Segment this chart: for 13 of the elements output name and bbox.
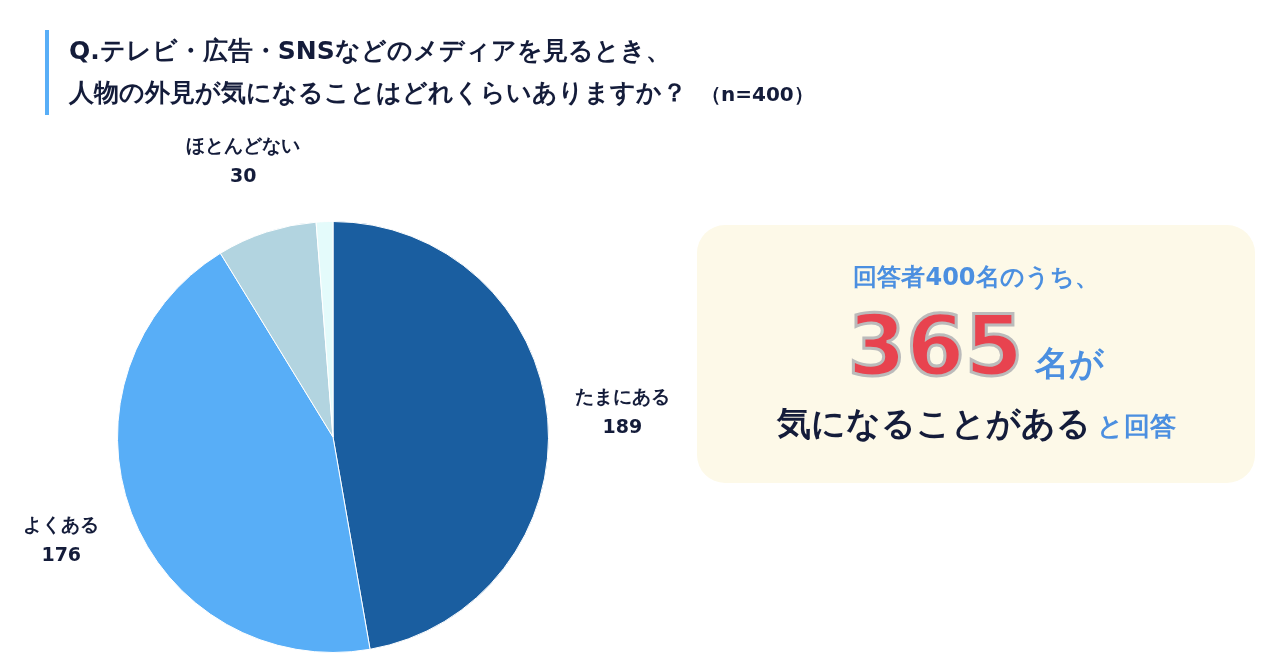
text: 名が bbox=[1035, 343, 1105, 383]
chart-title: Q.テレビ・広告・SNSなどのメディアを見るとき、人物の外見が気になることはどれくらいありますか？ bbox=[69, 36, 687, 107]
text: （n=400） bbox=[701, 82, 814, 106]
slice-label: たまにある bbox=[574, 384, 670, 407]
slice-label: ほとんどない bbox=[186, 133, 301, 156]
slice-label: よくある bbox=[23, 512, 100, 535]
text: 気になることがある bbox=[776, 403, 1091, 443]
data-label: 176 bbox=[41, 542, 82, 565]
text: 回答者400名のうち、 bbox=[853, 263, 1099, 291]
text: 365 bbox=[847, 297, 1024, 395]
text: と回答 bbox=[1096, 411, 1176, 441]
data-label: 189 bbox=[602, 414, 643, 437]
data-label: 30 bbox=[230, 163, 257, 186]
